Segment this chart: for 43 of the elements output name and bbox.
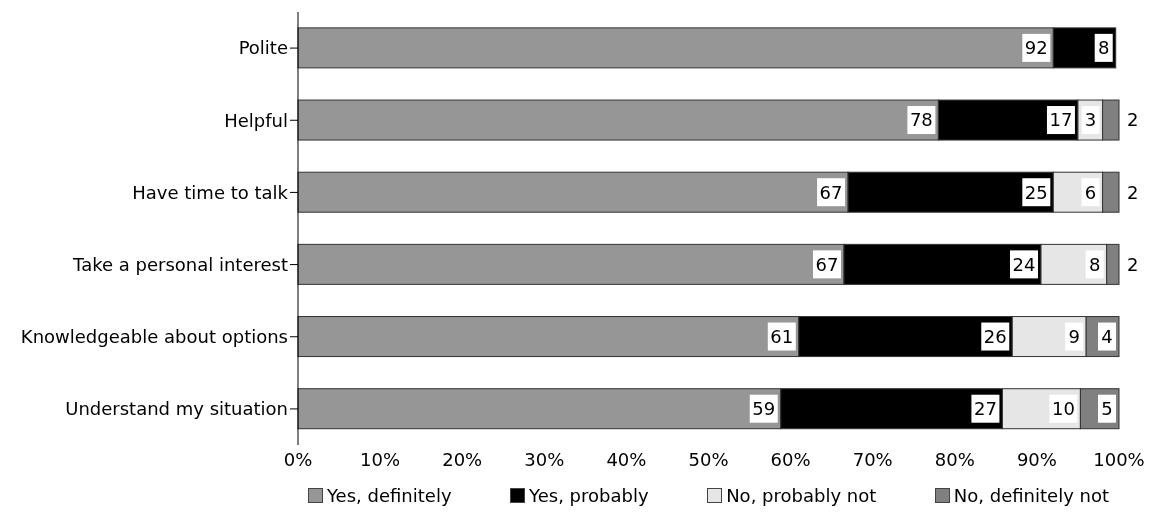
y-tick-label: Have time to talk — [132, 181, 289, 203]
data-label: 92 — [1024, 37, 1048, 59]
data-label: 5 — [1101, 398, 1113, 420]
data-label: 61 — [770, 325, 794, 347]
x-tick-label: 90% — [1016, 448, 1057, 470]
data-label: 2 — [1127, 109, 1139, 131]
data-label: 2 — [1127, 181, 1139, 203]
legend-label: Yes, probably — [528, 485, 649, 506]
data-label: 27 — [973, 398, 997, 420]
data-label: 78 — [909, 109, 933, 131]
y-tick-label: Knowledgeable about options — [20, 326, 288, 348]
data-label: 25 — [1024, 181, 1048, 203]
data-label: 6 — [1084, 181, 1097, 203]
data-label: 8 — [1088, 253, 1101, 275]
data-label: 24 — [1012, 253, 1036, 275]
x-tick-label: 40% — [606, 448, 647, 470]
y-tick-label: Understand my situation — [65, 398, 288, 420]
legend-label: No, probably not — [725, 485, 877, 506]
data-label: 67 — [819, 181, 843, 203]
x-tick-label: 60% — [770, 448, 811, 470]
y-tick-label: Polite — [238, 37, 288, 59]
data-label: 3 — [1084, 109, 1097, 131]
data-label: 9 — [1068, 325, 1080, 347]
data-label: 17 — [1049, 109, 1073, 131]
x-tick-label: 20% — [442, 448, 483, 470]
data-label: 4 — [1101, 325, 1113, 347]
data-label: 67 — [815, 253, 839, 275]
x-tick-label: 0% — [283, 448, 313, 470]
y-tick-label: Helpful — [224, 109, 288, 131]
x-tick-label: 70% — [852, 448, 893, 470]
x-tick-label: 100% — [1093, 448, 1145, 470]
data-label: 2 — [1127, 253, 1139, 275]
legend-label: No, definitely not — [952, 485, 1109, 506]
x-tick-label: 50% — [688, 448, 729, 470]
data-label: 26 — [983, 325, 1007, 347]
data-label: 10 — [1051, 398, 1075, 420]
x-tick-label: 80% — [934, 448, 975, 470]
x-tick-label: 10% — [360, 448, 401, 470]
legend-label: Yes, definitely — [326, 485, 452, 506]
data-label: 8 — [1097, 37, 1110, 59]
x-tick-label: 30% — [524, 448, 565, 470]
data-label: 59 — [752, 398, 776, 420]
y-tick-label: Take a personal interest — [72, 253, 288, 275]
